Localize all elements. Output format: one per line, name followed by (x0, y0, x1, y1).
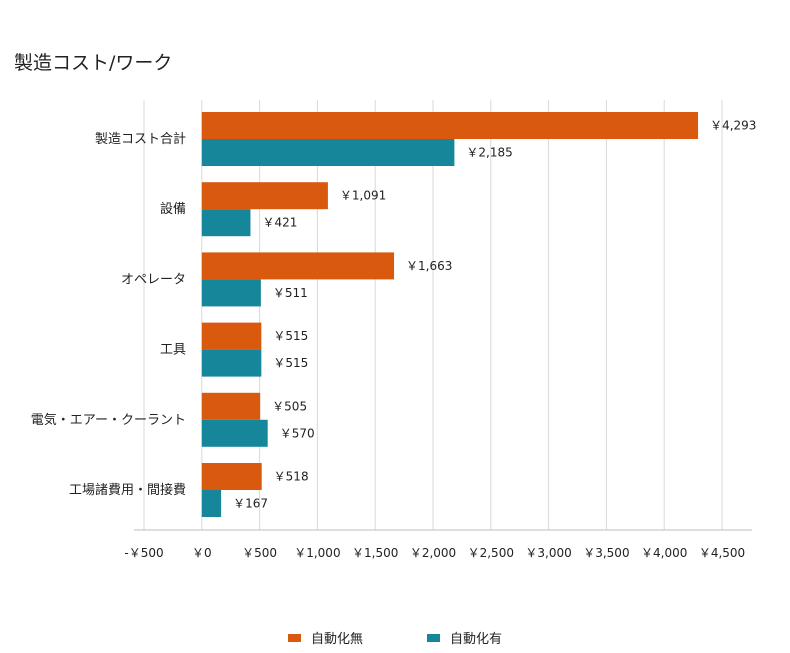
bar-series-2 (201, 419, 268, 447)
category-label: 工具 (160, 343, 186, 358)
legend-label-series-2: 自動化有 (450, 632, 503, 647)
category-label: 電気・エアー・クーラント (31, 412, 186, 428)
bar-series-1 (201, 322, 262, 350)
data-label: ￥515 (273, 329, 308, 343)
x-tick-label: ￥1,000 (294, 546, 340, 560)
data-label: ￥505 (272, 399, 307, 413)
bar-series-1 (201, 463, 262, 490)
bar-series-1 (201, 252, 395, 280)
legend: 自動化無 自動化有 (0, 628, 790, 647)
category-label: 製造コスト合計 (95, 131, 186, 147)
bar-series-2 (201, 349, 262, 377)
data-label: ￥167 (233, 497, 268, 511)
data-label: ￥2,185 (466, 146, 512, 160)
bar-series-2 (201, 490, 222, 517)
x-tick-label: ￥4,000 (641, 546, 687, 560)
x-tick-label: ￥3,500 (583, 546, 629, 560)
data-label: ￥515 (273, 356, 308, 370)
x-tick-label: ￥2,500 (468, 546, 514, 560)
bar-series-1 (201, 182, 328, 210)
bar-series-2 (201, 209, 251, 237)
bar-series-2 (201, 139, 455, 166)
legend-swatch-series-1 (287, 633, 301, 642)
x-tick-label: ￥0 (192, 546, 212, 560)
bar-series-2 (201, 279, 261, 307)
x-tick-label: ￥2,000 (410, 546, 456, 560)
x-tick-label: ￥3,000 (525, 546, 571, 560)
bar-series-1 (201, 112, 699, 139)
category-label: 設備 (160, 201, 186, 217)
data-label: ￥421 (262, 216, 297, 230)
chart-title: 製造コスト/ワーク (14, 52, 173, 74)
legend-swatch-series-2 (427, 633, 440, 642)
data-label: ￥1,091 (340, 189, 386, 203)
category-label: 工場諸費用・間接費 (69, 482, 186, 498)
legend-item-series-2: 自動化有 (427, 628, 502, 647)
data-label: ￥570 (280, 426, 315, 440)
x-tick-label: ￥500 (242, 546, 277, 560)
data-label: ￥1,663 (406, 259, 452, 273)
bar-series-1 (201, 392, 261, 420)
data-label: ￥518 (274, 470, 309, 484)
data-label: ￥511 (273, 286, 308, 300)
category-label: オペレータ (121, 272, 186, 287)
data-label: ￥4,293 (710, 119, 756, 133)
legend-item-series-1: 自動化無 (287, 628, 363, 647)
x-tick-label: -￥500 (124, 546, 163, 560)
legend-label-series-1: 自動化無 (310, 632, 363, 647)
x-tick-label: ￥1,500 (352, 546, 398, 560)
x-tick-label: ￥4,500 (699, 546, 745, 560)
